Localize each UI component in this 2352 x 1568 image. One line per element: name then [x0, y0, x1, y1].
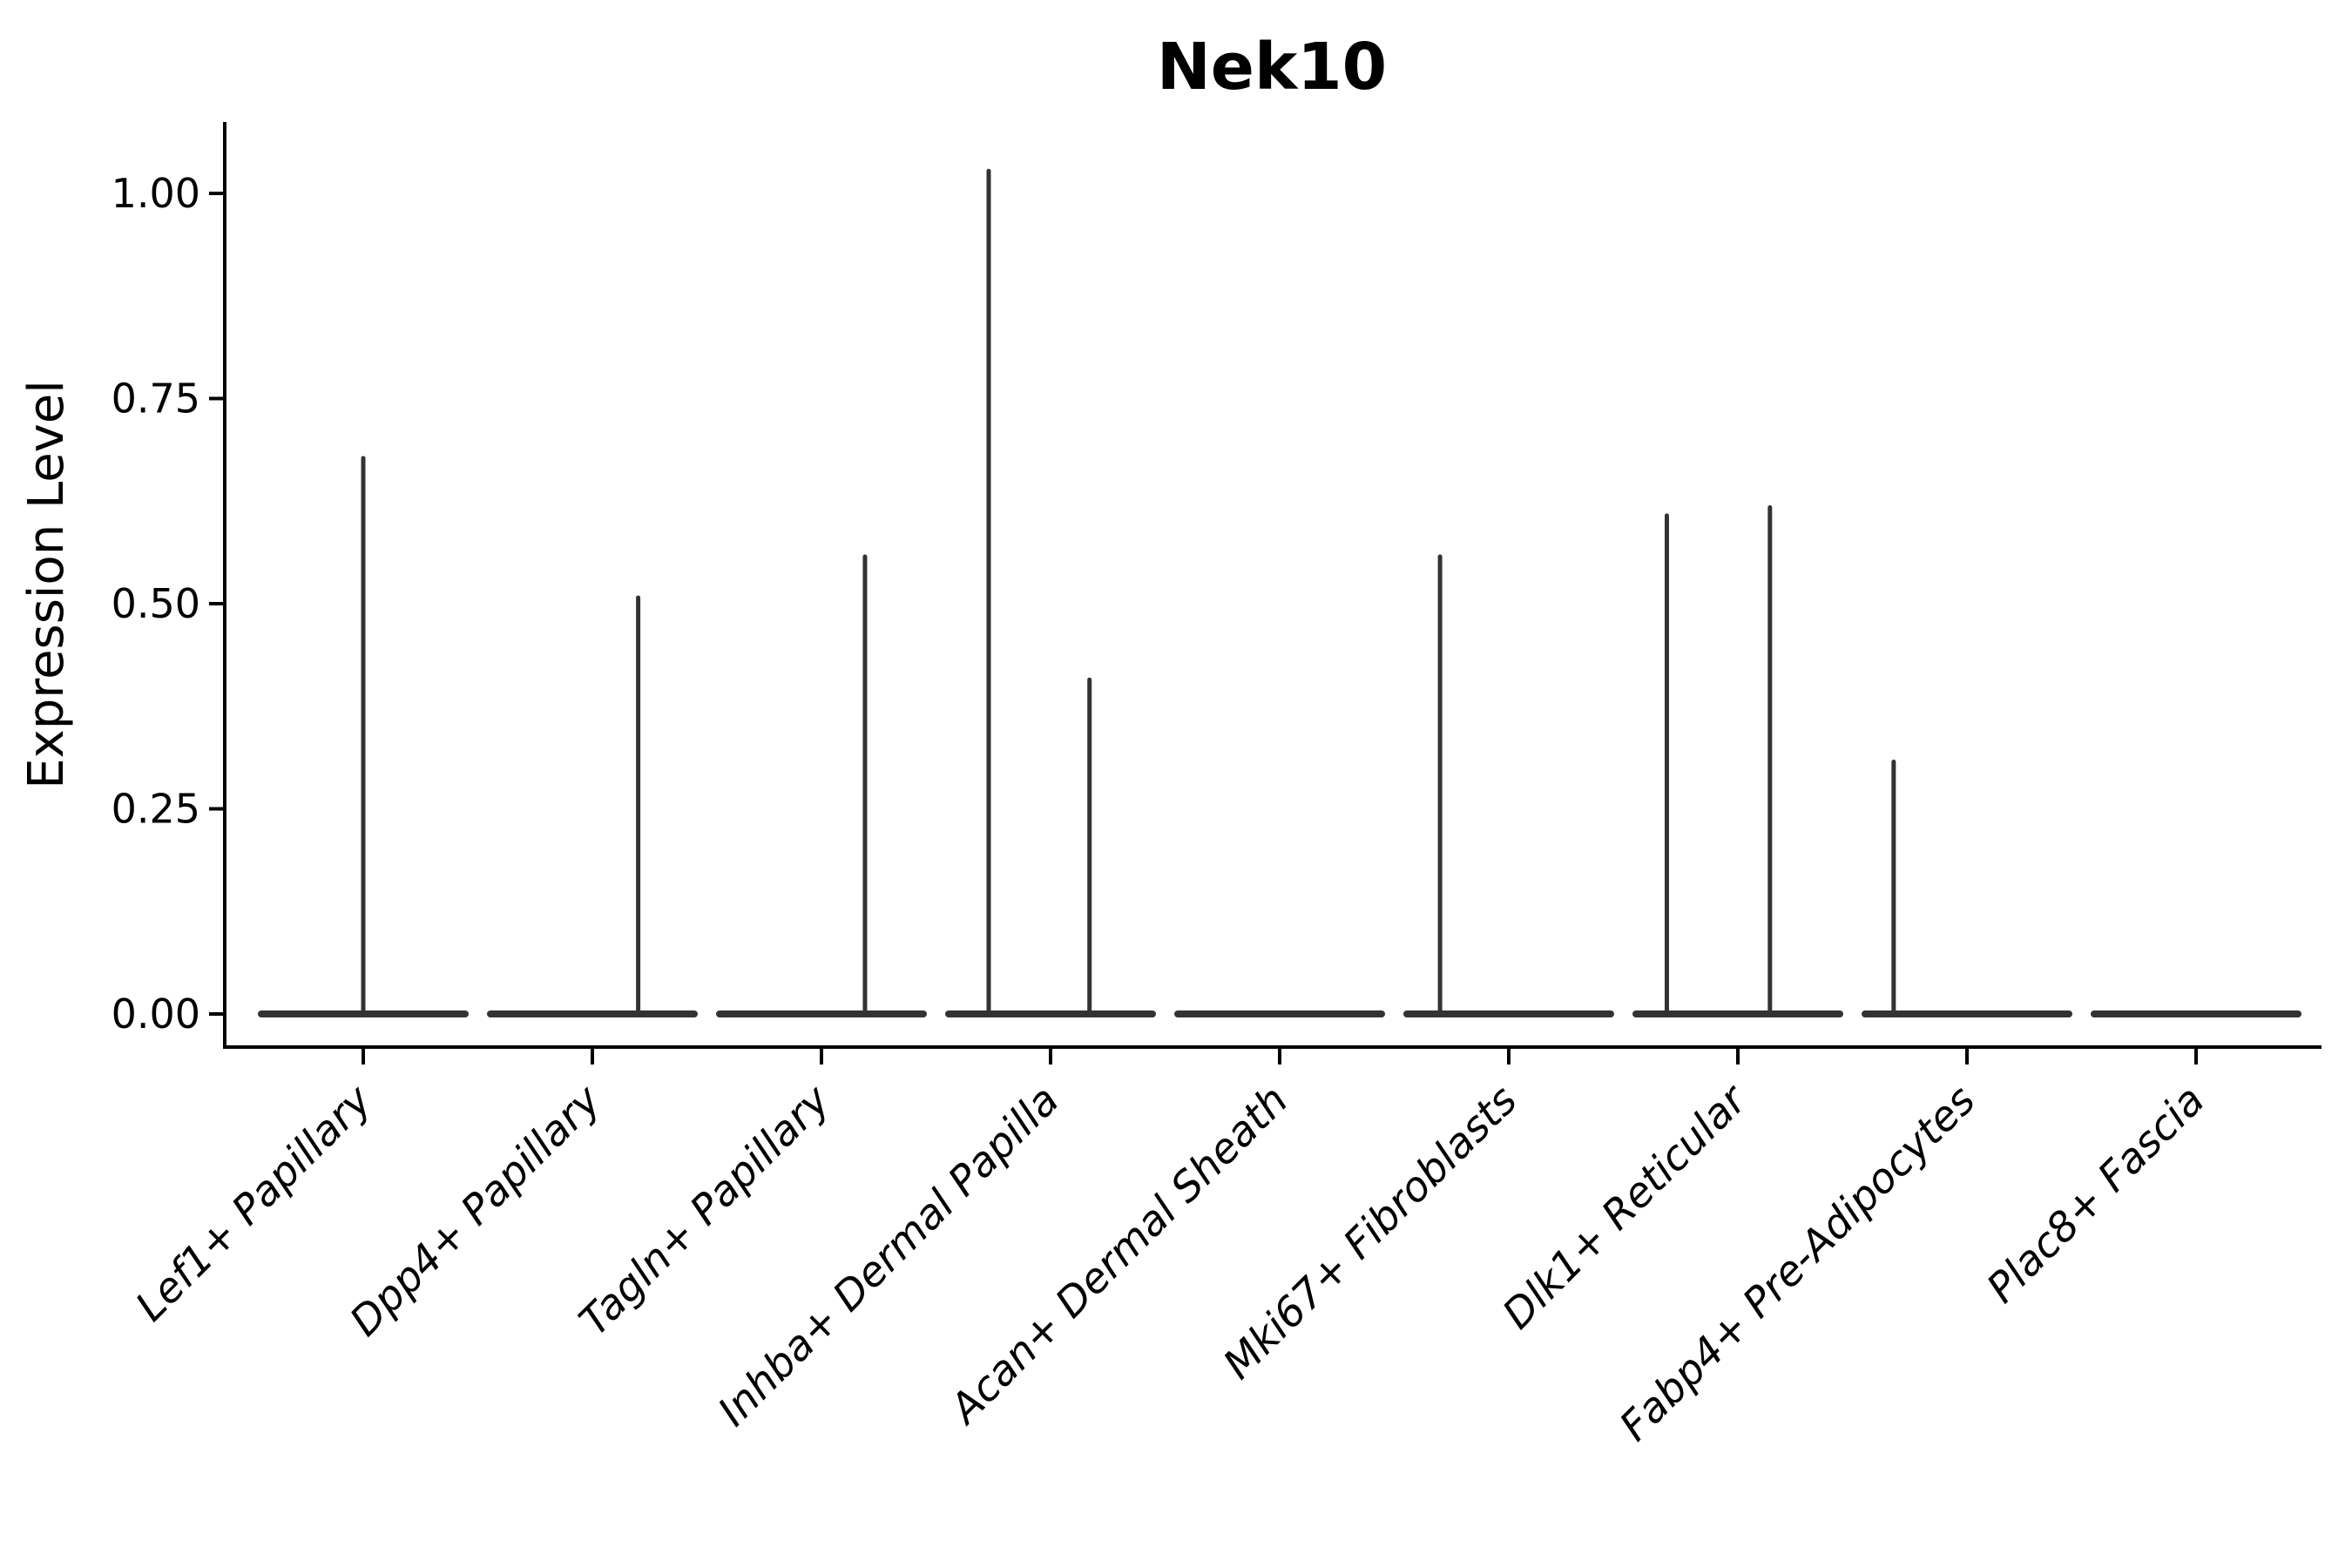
violin — [1632, 504, 1843, 1017]
violin-baseline — [258, 1010, 469, 1017]
violin — [945, 168, 1156, 1017]
y-tick-label: 0.00 — [112, 990, 200, 1037]
x-tick-mark — [362, 1049, 365, 1064]
violin-baseline — [716, 1010, 927, 1017]
violin-spike — [636, 595, 641, 1016]
y-tick-mark — [209, 192, 225, 195]
violin-spike — [986, 168, 991, 1017]
x-axis-spine — [223, 1045, 2322, 1049]
x-tick-mark — [1965, 1049, 1969, 1064]
violin-spike — [1767, 504, 1773, 1016]
y-axis-ticks: 0.00 0.25 0.50 0.75 1.00 — [112, 170, 225, 1037]
violin — [716, 554, 927, 1017]
y-tick-mark — [209, 807, 225, 811]
y-tick-label: 0.25 — [112, 786, 200, 833]
y-tick-mark — [209, 1012, 225, 1016]
x-tick-mark — [820, 1049, 823, 1064]
x-tick-mark — [1736, 1049, 1740, 1064]
violin — [1174, 1010, 1385, 1017]
x-tick-mark — [1049, 1049, 1052, 1064]
y-axis-spine — [223, 122, 226, 1049]
x-tick-mark — [1507, 1049, 1511, 1064]
y-axis-title: Expression Level — [18, 380, 75, 789]
y-tick-label: 0.50 — [112, 580, 200, 627]
violin-spike — [862, 554, 868, 1016]
violin — [258, 456, 469, 1017]
violin-baseline — [487, 1010, 698, 1017]
violin-baseline — [1862, 1010, 2072, 1017]
violin-baseline — [2091, 1010, 2301, 1017]
x-tick-mark — [1278, 1049, 1281, 1064]
x-tick-mark — [591, 1049, 594, 1064]
plot-title: Nek10 — [1157, 30, 1387, 105]
y-tick-label: 1.00 — [112, 170, 200, 217]
violin — [1403, 554, 1614, 1017]
violin-baseline — [1632, 1010, 1843, 1017]
y-tick-label: 0.75 — [112, 375, 200, 422]
violin-spike — [1087, 677, 1092, 1016]
violin-baseline — [1174, 1010, 1385, 1017]
x-tick-mark — [2194, 1049, 2198, 1064]
violins — [258, 168, 2301, 1017]
violin-baseline — [945, 1010, 1156, 1017]
y-tick-mark — [209, 602, 225, 605]
violin-spike — [1891, 759, 1896, 1016]
violin — [2091, 1010, 2301, 1017]
violin-spike — [1437, 554, 1443, 1016]
violin-baseline — [1403, 1010, 1614, 1017]
violin-spike — [361, 456, 366, 1016]
violin — [487, 595, 698, 1017]
violin — [1862, 759, 2072, 1017]
violin-spike — [1664, 513, 1669, 1016]
y-tick-mark — [209, 396, 225, 401]
